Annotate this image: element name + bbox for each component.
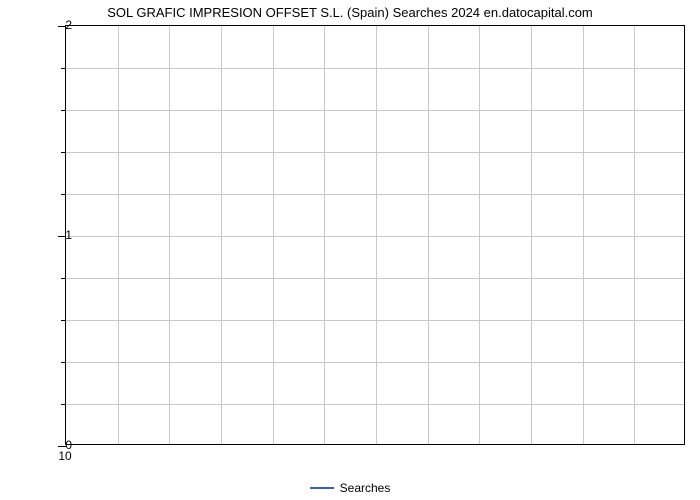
gridline-h [66, 404, 684, 405]
gridline-v [273, 26, 274, 444]
gridline-h [66, 110, 684, 111]
gridline-h [66, 320, 684, 321]
gridline-h [66, 362, 684, 363]
gridline-h [66, 152, 684, 153]
gridline-v [531, 26, 532, 444]
y-axis-label: 1 [65, 228, 72, 242]
gridline-v [376, 26, 377, 444]
gridline-h [66, 194, 684, 195]
legend: Searches [0, 481, 700, 495]
gridline-h [66, 68, 684, 69]
y-axis-label: 2 [65, 18, 72, 32]
gridline-v [428, 26, 429, 444]
plot-area [65, 25, 685, 445]
gridline-v [221, 26, 222, 444]
gridline-v [634, 26, 635, 444]
chart-container [65, 25, 685, 445]
gridline-h [66, 278, 684, 279]
gridline-h [66, 236, 684, 237]
gridline-v [583, 26, 584, 444]
gridline-v [479, 26, 480, 444]
x-axis-label: 10 [58, 449, 71, 463]
gridline-v [169, 26, 170, 444]
legend-line [310, 487, 334, 489]
gridline-v [118, 26, 119, 444]
legend-label: Searches [340, 481, 391, 495]
chart-title: SOL GRAFIC IMPRESION OFFSET S.L. (Spain)… [0, 5, 700, 20]
gridline-v [324, 26, 325, 444]
